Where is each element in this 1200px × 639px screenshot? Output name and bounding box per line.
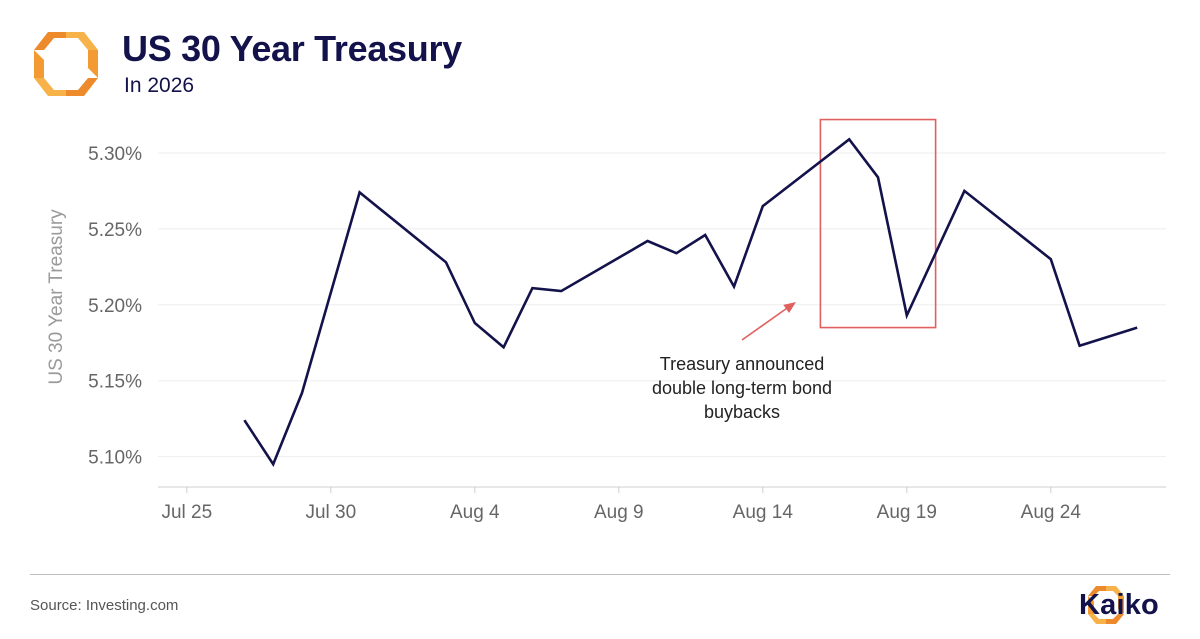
x-tick-label: Aug 14 [733,502,794,523]
series-line [243,137,1138,467]
x-tick-label: Aug 19 [877,502,937,523]
highlight-box [819,118,937,329]
highlight-layer [819,118,937,329]
x-tick-label: Aug 4 [450,502,500,523]
footer-divider [30,574,1170,575]
grid-lines [158,152,1166,458]
x-tick-label: Jul 25 [161,502,212,523]
annotation-arrow-head [783,302,796,313]
brand-name: Kaiko [1079,589,1159,621]
y-tick-label: 5.25% [88,220,142,241]
y-tick-label: 5.20% [88,296,142,317]
annotation-line: double long-term bond [652,378,832,398]
annotation-text: Treasury announced double long-term bond b… [652,354,832,422]
y-axis-title: US 30 Year Treasury [46,209,67,385]
y-tick-label: 5.15% [88,372,142,393]
x-tick-label: Aug 9 [594,502,644,523]
y-tick-label: 5.30% [88,144,142,165]
page-title: US 30 Year Treasury [122,28,462,69]
annotation-line: Treasury announced [660,354,824,374]
x-tick-labels: Jul 25 Jul 30 Aug 4 Aug 9 Aug 14 Aug 19 Aug 24 [161,487,1081,523]
treasury-line-chart: 5.10% 5.15% 5.20% 5.25% 5.30% Jul 25 Jul 30 Au… [46,118,1166,523]
y-tick-label: 5.10% [88,448,142,469]
annotation-line: buybacks [704,402,780,422]
kaiko-logo-icon [34,32,98,96]
x-tick-label: Aug 24 [1021,502,1082,523]
annotation: Treasury announced double long-term bond b… [652,302,832,422]
x-tick-label: Jul 30 [305,502,356,523]
y-tick-labels: 5.10% 5.15% 5.20% 5.25% 5.30% [88,144,142,469]
series-points [244,139,1138,465]
annotation-arrow-line [741,305,791,341]
kaiko-brand-icon [1088,586,1124,624]
source-caption: Source: Investing.com [30,597,179,614]
page-subtitle: In 2026 [124,74,195,97]
